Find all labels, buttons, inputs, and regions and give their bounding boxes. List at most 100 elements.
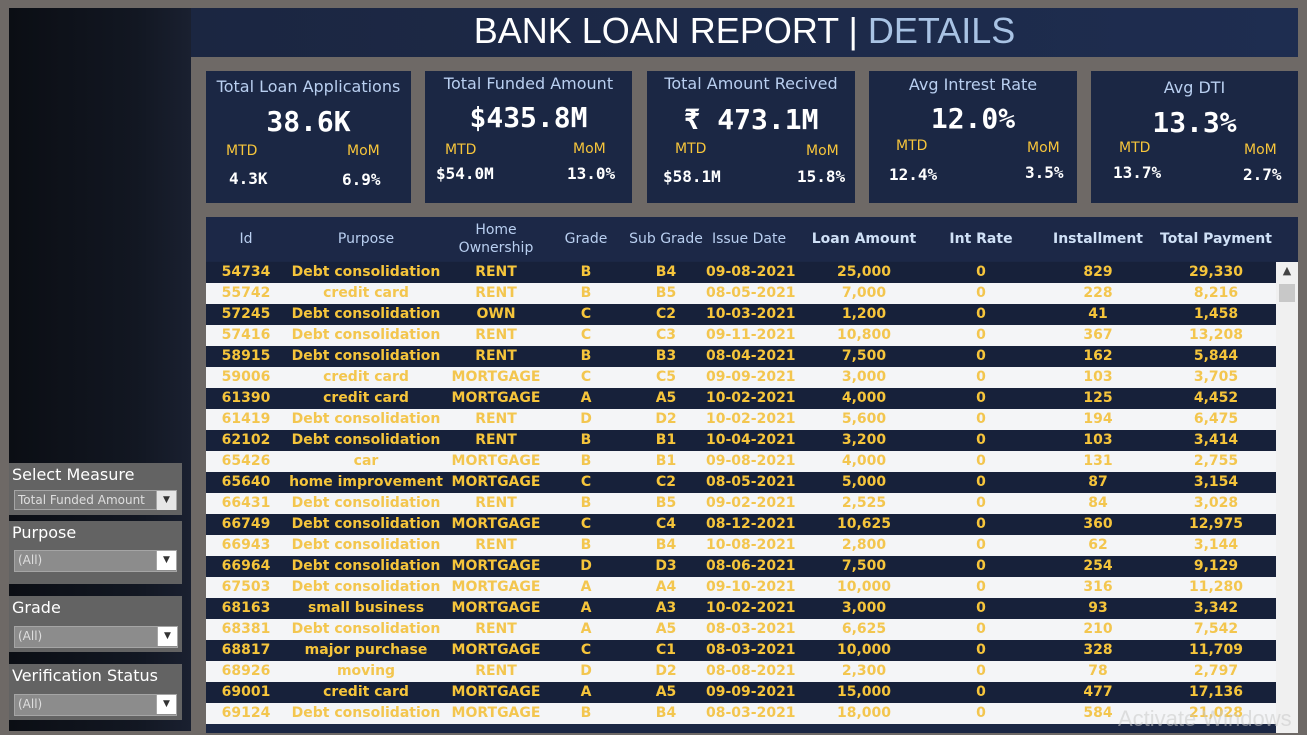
cell-int-rate: 0 (976, 642, 986, 658)
cell-installment: 228 (1083, 285, 1113, 301)
cell-sub-grade: C1 (655, 642, 676, 658)
table-row[interactable]: 57245 Debt consolidation OWN C C2 10-03-2021 1… (206, 304, 1276, 325)
table-row[interactable]: 68163 small business MORTGAGE A A3 10-02-2021… (206, 598, 1276, 619)
column-header-loan-amount[interactable]: Loan Amount (811, 231, 917, 247)
column-header-int-rate[interactable]: Int Rate (949, 231, 1013, 247)
purpose-dropdown[interactable]: (All) ▼ (14, 550, 177, 572)
cell-sub-grade: C4 (655, 516, 676, 532)
measure-dropdown[interactable]: Total Funded Amount ▼ (14, 490, 177, 510)
table-row[interactable]: 69001 credit card MORTGAGE A A5 09-09-2021 15,… (206, 682, 1276, 703)
cell-id: 65426 (221, 453, 271, 469)
kpi-mtd-label: MTD (226, 143, 258, 159)
cell-loan-amount: 6,625 (841, 621, 887, 637)
cell-int-rate: 0 (976, 432, 986, 448)
table-row[interactable]: 66943 Debt consolidation RENT B B4 10-08-2021… (206, 535, 1276, 556)
cell-loan-amount: 18,000 (836, 705, 892, 721)
cell-home-ownership: MORTGAGE (451, 684, 541, 700)
table-scrollbar[interactable]: ▲ (1276, 262, 1298, 733)
scrollbar-thumb[interactable] (1279, 284, 1295, 302)
column-header-issue-date[interactable]: Issue Date (711, 231, 787, 247)
cell-issue-date: 10-02-2021 (706, 390, 796, 406)
grade-dropdown[interactable]: (All) ▼ (14, 626, 178, 648)
filter-select-measure: Select Measure Total Funded Amount ▼ (9, 463, 182, 515)
cell-sub-grade: A4 (655, 579, 677, 595)
cell-issue-date: 09-08-2021 (706, 264, 796, 280)
cell-total-payment: 3,154 (1193, 474, 1239, 490)
table-row[interactable]: 65640 home improvement MORTGAGE C C2 08-05-20… (206, 472, 1276, 493)
cell-home-ownership: RENT (475, 285, 517, 301)
cell-int-rate: 0 (976, 285, 986, 301)
cell-int-rate: 0 (976, 453, 986, 469)
cell-loan-amount: 10,000 (836, 579, 892, 595)
verification-status-dropdown[interactable]: (All) ▼ (14, 694, 177, 716)
loan-details-table[interactable]: Id Purpose Home Ownership Grade Sub Grad… (206, 217, 1298, 733)
chevron-down-icon[interactable]: ▼ (156, 491, 176, 510)
cell-total-payment: 5,844 (1193, 348, 1239, 364)
filter-label: Purpose (12, 523, 77, 542)
cell-purpose: home improvement (289, 474, 443, 490)
cell-home-ownership: RENT (475, 537, 517, 553)
cell-purpose: credit card (323, 684, 409, 700)
cell-issue-date: 10-03-2021 (706, 306, 796, 322)
column-header-home-ownership[interactable]: Home Ownership (458, 222, 534, 256)
table-row[interactable]: 57416 Debt consolidation RENT C C3 09-11-2021… (206, 325, 1276, 346)
cell-total-payment: 13,208 (1188, 327, 1244, 343)
chevron-up-icon[interactable]: ▲ (1282, 264, 1292, 277)
cell-issue-date: 09-09-2021 (706, 684, 796, 700)
cell-grade: A (580, 390, 592, 406)
table-row[interactable]: 65426 car MORTGAGE B B1 09-08-2021 4,000 0 131 2,… (206, 451, 1276, 472)
table-row[interactable]: 66964 Debt consolidation MORTGAGE D D3 08-06-… (206, 556, 1276, 577)
cell-grade: B (580, 432, 592, 448)
chevron-down-icon[interactable]: ▼ (156, 695, 176, 714)
cell-id: 67503 (221, 579, 271, 595)
cell-int-rate: 0 (976, 516, 986, 532)
cell-total-payment: 3,705 (1193, 369, 1239, 385)
cell-sub-grade: D2 (655, 411, 677, 427)
cell-loan-amount: 5,000 (841, 474, 887, 490)
cell-home-ownership: RENT (475, 348, 517, 364)
cell-purpose: Debt consolidation (291, 495, 441, 511)
cell-issue-date: 10-02-2021 (706, 600, 796, 616)
cell-home-ownership: MORTGAGE (451, 642, 541, 658)
cell-int-rate: 0 (976, 558, 986, 574)
cell-sub-grade: B4 (655, 705, 677, 721)
table-row[interactable]: 58915 Debt consolidation RENT B B3 08-04-2021… (206, 346, 1276, 367)
cell-id: 54734 (221, 264, 271, 280)
table-row[interactable]: 54734 Debt consolidation RENT B B4 09-08-2021… (206, 262, 1276, 283)
filter-grade: Grade (All) ▼ (9, 596, 182, 652)
table-row[interactable]: 55742 credit card RENT B B5 08-05-2021 7,000 0 2… (206, 283, 1276, 304)
table-row[interactable]: 68926 moving RENT D D2 08-08-2021 2,300 0 78 2,79… (206, 661, 1276, 682)
kpi-label: Total Funded Amount (443, 74, 614, 93)
cell-total-payment: 2,797 (1193, 663, 1239, 679)
cell-loan-amount: 4,000 (841, 453, 887, 469)
table-row[interactable]: 61419 Debt consolidation RENT D D2 10-02-2021… (206, 409, 1276, 430)
kpi-mtd-value: 12.4% (889, 165, 938, 184)
table-row[interactable]: 67503 Debt consolidation MORTGAGE A A4 09-10-… (206, 577, 1276, 598)
cell-issue-date: 09-02-2021 (706, 495, 796, 511)
column-header-sub-grade[interactable]: Sub Grade (629, 231, 703, 247)
column-header-grade[interactable]: Grade (564, 231, 608, 247)
kpi-mom-label: MoM (1027, 140, 1060, 156)
kpi-mtd-value: 13.7% (1113, 163, 1162, 182)
cell-installment: 477 (1083, 684, 1113, 700)
table-row[interactable]: 68381 Debt consolidation RENT A A5 08-03-2021… (206, 619, 1276, 640)
cell-home-ownership: RENT (475, 621, 517, 637)
table-row[interactable]: 66749 Debt consolidation MORTGAGE C C4 08-12-… (206, 514, 1276, 535)
table-row[interactable]: 68817 major purchase MORTGAGE C C1 08-03-2021… (206, 640, 1276, 661)
table-row[interactable]: 66431 Debt consolidation RENT B B5 09-02-2021… (206, 493, 1276, 514)
chevron-down-icon[interactable]: ▼ (157, 627, 177, 646)
table-row[interactable]: 62102 Debt consolidation RENT B B1 10-04-2021… (206, 430, 1276, 451)
cell-loan-amount: 2,525 (841, 495, 887, 511)
column-header-total-payment[interactable]: Total Payment (1160, 231, 1272, 247)
cell-sub-grade: C2 (655, 474, 676, 490)
kpi-label: Avg DTI (1163, 78, 1226, 97)
cell-total-payment: 29,330 (1188, 264, 1244, 280)
chevron-down-icon[interactable]: ▼ (156, 551, 176, 570)
column-header-installment[interactable]: Installment (1053, 231, 1143, 247)
column-header-purpose[interactable]: Purpose (337, 231, 395, 247)
table-row[interactable]: 61390 credit card MORTGAGE A A5 10-02-2021 4,0… (206, 388, 1276, 409)
table-row[interactable]: 69124 Debt consolidation MORTGAGE B B4 08-03-… (206, 703, 1276, 724)
table-row[interactable]: 59006 credit card MORTGAGE C C5 09-09-2021 3,0… (206, 367, 1276, 388)
cell-home-ownership: MORTGAGE (451, 453, 541, 469)
column-header-id[interactable]: Id (239, 231, 253, 247)
